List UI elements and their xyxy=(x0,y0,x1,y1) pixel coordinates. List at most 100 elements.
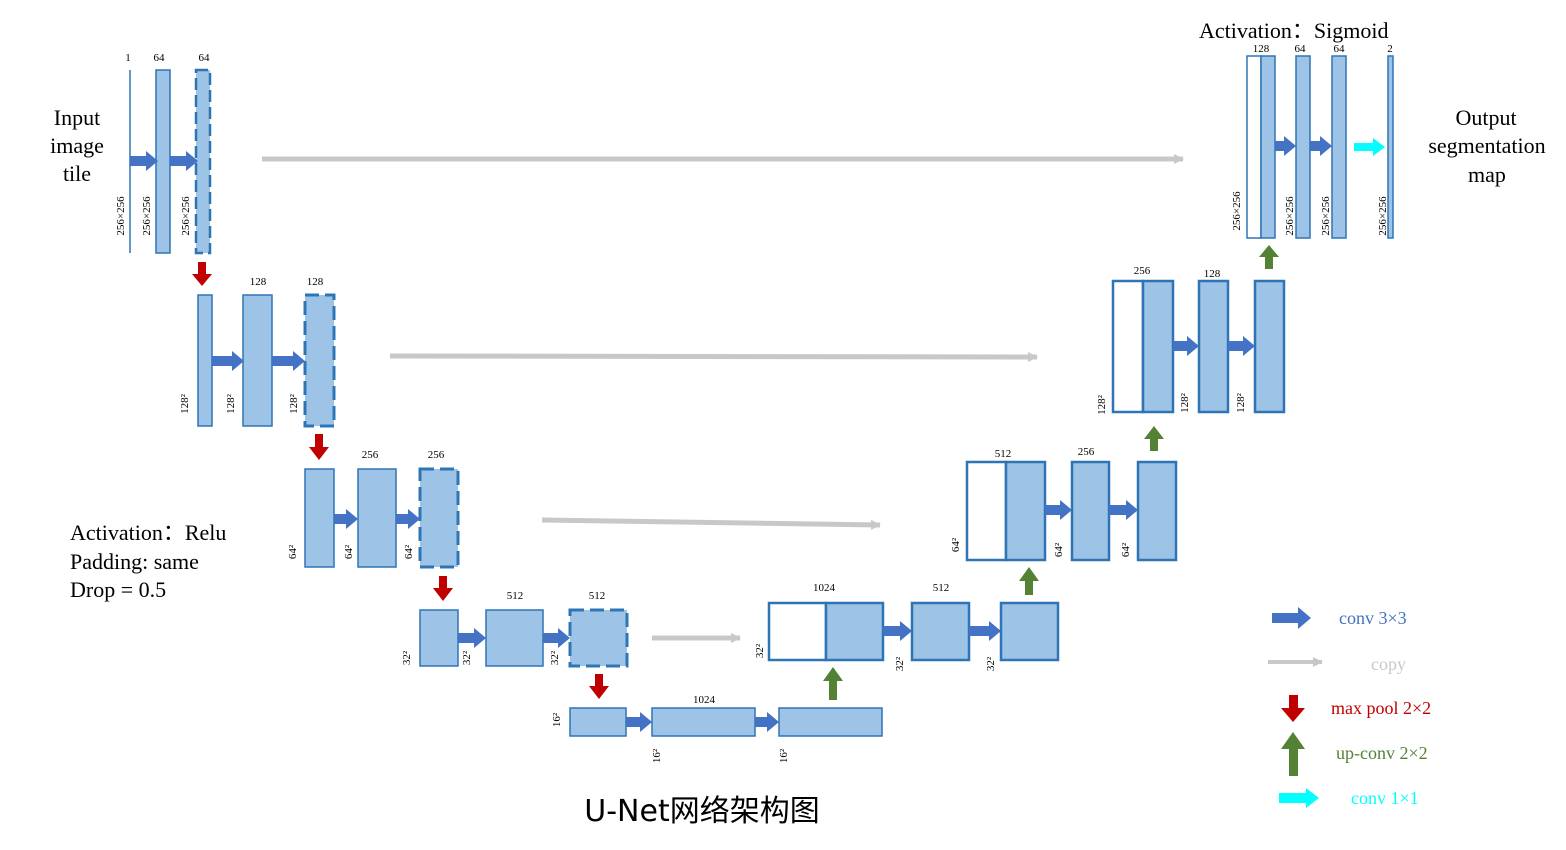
size-label: 256×256 xyxy=(141,196,153,236)
input-label: Input xyxy=(54,105,100,130)
size-label: 16² xyxy=(651,748,663,763)
block-l3-b xyxy=(357,468,397,568)
size-label: 32² xyxy=(754,643,766,658)
conv-arrow xyxy=(1109,500,1138,520)
channel-label: 2 xyxy=(1387,43,1393,55)
conv-arrow xyxy=(272,351,305,371)
channel-label: 64 xyxy=(1334,43,1346,55)
size-label: 64² xyxy=(403,544,415,559)
conv-arrow xyxy=(1173,336,1199,356)
size-label: 128² xyxy=(288,393,300,414)
channel-label: 512 xyxy=(589,590,606,602)
output-label: segmentation xyxy=(1428,133,1545,158)
channel-label: 256 xyxy=(1078,446,1095,458)
channel-label: 512 xyxy=(933,582,950,594)
maxpool-arrow xyxy=(309,434,329,460)
size-label: 32² xyxy=(549,650,561,665)
block-u3-c xyxy=(1136,460,1178,562)
channel-label: 1024 xyxy=(813,582,836,594)
channel-label: 512 xyxy=(995,448,1012,460)
size-label: 64² xyxy=(287,544,299,559)
copy-arrow-l3 xyxy=(541,517,881,530)
size-label: 256×256 xyxy=(1320,196,1332,236)
conv-arrow xyxy=(170,151,198,171)
conv-arrow xyxy=(1228,336,1255,356)
channel-label: 128 xyxy=(1204,268,1221,280)
block-l4-b xyxy=(485,609,544,667)
maxpool-arrow xyxy=(192,262,212,286)
block-u2-b xyxy=(1197,279,1230,414)
block-u1-up xyxy=(1260,55,1276,239)
size-label: 256×256 xyxy=(1231,191,1243,231)
channel-label: 128 xyxy=(250,276,267,288)
size-label: 256×256 xyxy=(115,196,127,236)
block-u4-b xyxy=(910,601,971,662)
block-bottom-b xyxy=(651,707,756,737)
size-label: 16² xyxy=(778,748,790,763)
blue-right-arrow-icon xyxy=(1272,607,1311,629)
settings-line: Padding: same xyxy=(70,549,199,574)
activation-sigmoid-label: Activation：Sigmoid xyxy=(1199,18,1388,43)
block-u3-b xyxy=(1070,460,1111,562)
upconv-arrow xyxy=(1019,567,1039,595)
output-label: map xyxy=(1468,162,1506,187)
upconv-arrow xyxy=(1144,426,1164,451)
input-label: image xyxy=(50,133,104,158)
block-u3-up xyxy=(1004,460,1047,562)
legend: conv 3×3 copy max pool 2×2 up-conv 2×2 c… xyxy=(1268,607,1431,808)
size-label: 128² xyxy=(1096,394,1108,415)
conv-arrow xyxy=(1045,500,1072,520)
block-bottom-c xyxy=(778,707,883,737)
conv-arrow xyxy=(212,351,244,371)
block-l1-a xyxy=(155,69,171,254)
input-label: tile xyxy=(63,161,91,186)
size-label: 128² xyxy=(179,393,191,414)
block-u1-b xyxy=(1295,55,1311,239)
block-l4-c xyxy=(568,608,629,668)
conv-arrow xyxy=(458,628,486,648)
copy-arrow-l2 xyxy=(389,351,1038,362)
conv-arrow xyxy=(543,628,570,648)
cyan-right-arrow-icon xyxy=(1279,788,1319,808)
channel-label: 256 xyxy=(362,449,379,461)
block-u4-up xyxy=(824,601,885,662)
block-u4-copy xyxy=(767,601,828,662)
size-label: 128² xyxy=(1179,392,1191,413)
maxpool-arrow xyxy=(433,576,453,601)
block-l1-b xyxy=(194,68,212,255)
conv-arrow xyxy=(334,509,358,529)
settings-line: Drop = 0.5 xyxy=(70,577,166,602)
conv-arrow xyxy=(883,621,912,641)
size-label: 64² xyxy=(343,544,355,559)
block-u1-c xyxy=(1331,55,1347,239)
block-l2-c xyxy=(303,293,336,428)
green-up-arrow-icon xyxy=(1281,732,1305,776)
conv-arrow xyxy=(969,621,1001,641)
diagram-title: U-Net网络架构图 xyxy=(584,794,819,829)
block-u2-copy xyxy=(1111,279,1145,414)
block-u1-out xyxy=(1387,55,1394,239)
upconv-arrow xyxy=(823,667,843,700)
size-label: 16² xyxy=(551,712,563,727)
block-u3-copy xyxy=(965,460,1008,562)
maxpool-arrow xyxy=(589,674,609,699)
legend-label-upconv: up-conv 2×2 xyxy=(1336,743,1428,763)
conv-arrow xyxy=(1275,136,1296,156)
size-label: 256×256 xyxy=(180,196,192,236)
block-l4-a xyxy=(419,609,459,667)
upconv-arrow xyxy=(1259,245,1279,269)
legend-label-conv: conv 3×3 xyxy=(1339,608,1407,628)
size-label: 256×256 xyxy=(1377,196,1389,236)
size-label: 64² xyxy=(1053,542,1065,557)
channel-label: 256 xyxy=(428,449,445,461)
block-u2-up xyxy=(1141,279,1175,414)
legend-label-maxpool: max pool 2×2 xyxy=(1331,698,1431,718)
size-label: 128² xyxy=(1235,392,1247,413)
block-l2-a xyxy=(197,294,213,427)
block-u4-c xyxy=(999,601,1060,662)
channel-label: 64 xyxy=(154,52,166,64)
block-u1-copy xyxy=(1246,55,1262,239)
conv-arrow xyxy=(626,712,652,732)
conv-arrow xyxy=(130,151,158,171)
